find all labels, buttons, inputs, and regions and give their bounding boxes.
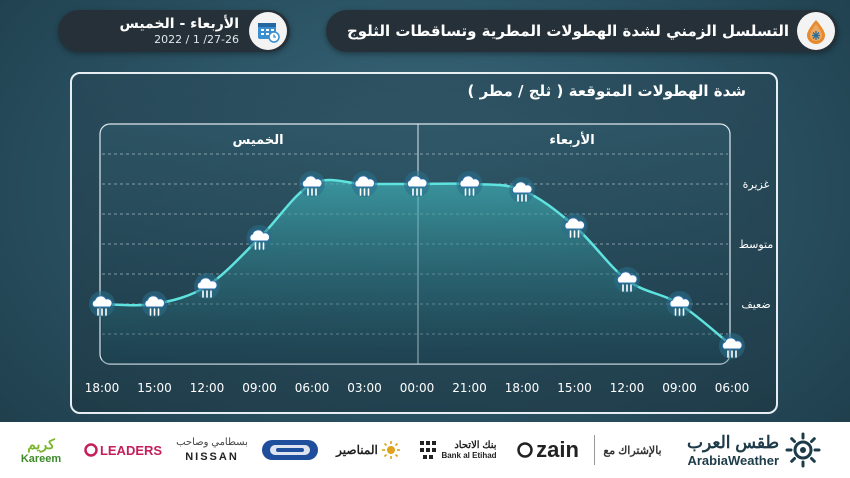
kareem-en: Kareem bbox=[20, 452, 62, 465]
cloud-rain-icon bbox=[509, 177, 535, 203]
day-label-wednesday: الأربعاء bbox=[549, 131, 594, 148]
zain-logo: zain bbox=[508, 422, 588, 478]
nissan-logo: بسطامي وصاحب NISSAN bbox=[172, 422, 252, 478]
cloud-rain-icon bbox=[89, 291, 115, 317]
x-tick-label: 09:00 bbox=[662, 381, 697, 395]
x-tick-label: 18:00 bbox=[505, 381, 540, 395]
x-tick-label: 03:00 bbox=[347, 381, 382, 395]
sun-icon bbox=[785, 432, 821, 468]
bank-name-ar: بنك الاتحاد bbox=[454, 440, 497, 451]
humm-logo bbox=[258, 422, 322, 478]
bank-icon bbox=[420, 441, 437, 459]
day-label-thursday: الخميس bbox=[232, 133, 283, 148]
kareem-logo: كريم Kareem bbox=[8, 422, 74, 478]
page-title: التسلسل الزمني لشدة الهطولات المطرية وتس… bbox=[346, 22, 789, 40]
arabiaweather-logo: طقس العرب ArabiaWeather bbox=[668, 422, 840, 478]
calendar-clock-icon bbox=[249, 12, 287, 50]
precipitation-chart: الأربعاء الخميس ضعيف متوسط غزيرة 06:00 09:0… bbox=[85, 123, 774, 395]
nissan-text: NISSAN bbox=[185, 451, 239, 463]
header-title-bar: التسلسل الزمني لشدة الهطولات المطرية وتس… bbox=[326, 10, 838, 52]
y-tick-label: ضعيف bbox=[741, 298, 770, 311]
x-tick-label: 00:00 bbox=[400, 381, 435, 395]
cloud-rain-icon bbox=[351, 171, 378, 197]
x-tick-label: 15:00 bbox=[557, 381, 592, 395]
x-tick-label: 21:00 bbox=[452, 381, 487, 395]
leaders-icon bbox=[84, 443, 98, 457]
x-tick-label: 12:00 bbox=[190, 381, 225, 395]
rain-snow-drop-icon bbox=[797, 12, 835, 50]
cloud-rain-icon bbox=[194, 273, 220, 299]
nissan-dealer-text: بسطامي وصاحب bbox=[176, 437, 248, 448]
manaseer-sun-icon bbox=[381, 441, 400, 459]
brand-english: ArabiaWeather bbox=[687, 452, 779, 468]
cloud-rain-icon bbox=[246, 225, 273, 251]
cloud-rain-icon bbox=[456, 171, 483, 197]
sponsor-footer: طقس العرب ArabiaWeather بالإشتراك مع zai… bbox=[0, 422, 850, 478]
cloud-rain-icon bbox=[404, 171, 430, 197]
chart-panel: شدة الهطولات المتوقعة ( ثلج / مطر ) الأر… bbox=[70, 72, 778, 414]
cloud-rain-icon bbox=[561, 213, 588, 239]
date-label: 2022 / 1 /27-26 bbox=[154, 33, 239, 46]
cloud-rain-icon bbox=[299, 171, 325, 197]
cloud-rain-icon bbox=[666, 291, 693, 317]
manaseer-logo: المناصير bbox=[328, 422, 408, 478]
chart-title: شدة الهطولات المتوقعة ( ثلج / مطر ) bbox=[467, 82, 747, 100]
x-tick-label: 12:00 bbox=[610, 381, 645, 395]
kareem-ar: كريم bbox=[27, 435, 55, 452]
date-bar: الأربعاء - الخميس 2022 / 1 /27-26 bbox=[58, 10, 290, 52]
zain-icon bbox=[517, 442, 533, 458]
leaders-text: LEADERS bbox=[99, 442, 163, 458]
x-tick-label: 06:00 bbox=[715, 381, 750, 395]
bank-name-en: Bank al Etihad bbox=[441, 451, 497, 460]
y-tick-label: غزيرة bbox=[743, 178, 770, 191]
bank-al-etihad-logo: بنك الاتحاد Bank al Etihad bbox=[414, 422, 502, 478]
partnership-label: بالإشتراك مع bbox=[603, 444, 662, 457]
blue-badge-logo bbox=[262, 440, 318, 460]
x-tick-label: 06:00 bbox=[295, 381, 330, 395]
partnership-label-wrap: بالإشتراك مع bbox=[594, 422, 662, 478]
zain-text: zain bbox=[536, 437, 579, 462]
x-tick-label: 18:00 bbox=[85, 381, 120, 395]
brand-arabic: طقس العرب bbox=[686, 432, 779, 452]
leaders-logo: LEADERS bbox=[80, 422, 166, 478]
cloud-rain-icon bbox=[141, 291, 168, 317]
x-tick-label: 09:00 bbox=[242, 381, 277, 395]
x-tick-label: 15:00 bbox=[137, 381, 172, 395]
manaseer-text: المناصير bbox=[336, 443, 378, 457]
y-tick-label: متوسط bbox=[739, 238, 774, 251]
cloud-rain-icon bbox=[614, 267, 640, 293]
cloud-rain-icon bbox=[719, 333, 745, 359]
days-label: الأربعاء - الخميس bbox=[119, 16, 239, 32]
